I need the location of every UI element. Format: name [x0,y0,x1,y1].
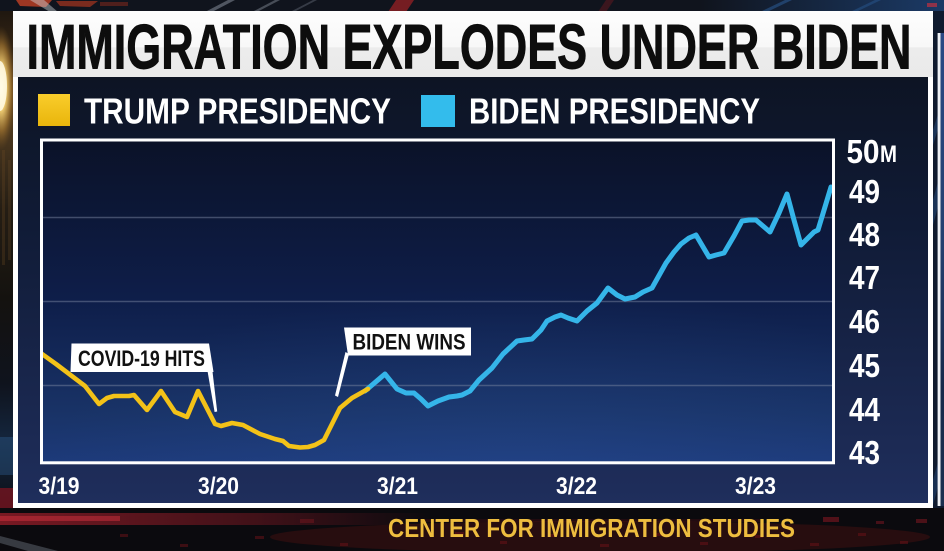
svg-text:IMMIGRATION EXPLODES UNDER BID: IMMIGRATION EXPLODES UNDER BIDEN [27,13,912,83]
svg-text:M: M [880,141,897,168]
svg-text:45: 45 [849,348,880,385]
svg-text:47: 47 [849,260,880,297]
svg-text:BIDEN WINS: BIDEN WINS [353,330,466,355]
svg-text:50: 50 [847,134,880,171]
svg-text:49: 49 [849,174,880,211]
svg-text:3/20: 3/20 [198,473,239,500]
svg-text:3/21: 3/21 [377,473,418,500]
svg-text:CENTER FOR IMMIGRATION STUDIES: CENTER FOR IMMIGRATION STUDIES [388,513,795,543]
svg-text:3/19: 3/19 [39,473,80,500]
svg-text:48: 48 [849,217,880,254]
svg-text:TRUMP PRESIDENCY: TRUMP PRESIDENCY [84,91,391,132]
svg-text:43: 43 [849,435,880,472]
svg-text:44: 44 [849,392,880,429]
svg-text:COVID-19 HITS: COVID-19 HITS [78,346,205,371]
svg-text:3/22: 3/22 [556,473,597,500]
svg-text:46: 46 [849,304,880,341]
svg-text:3/23: 3/23 [735,473,776,500]
svg-text:BIDEN PRESIDENCY: BIDEN PRESIDENCY [469,91,760,132]
